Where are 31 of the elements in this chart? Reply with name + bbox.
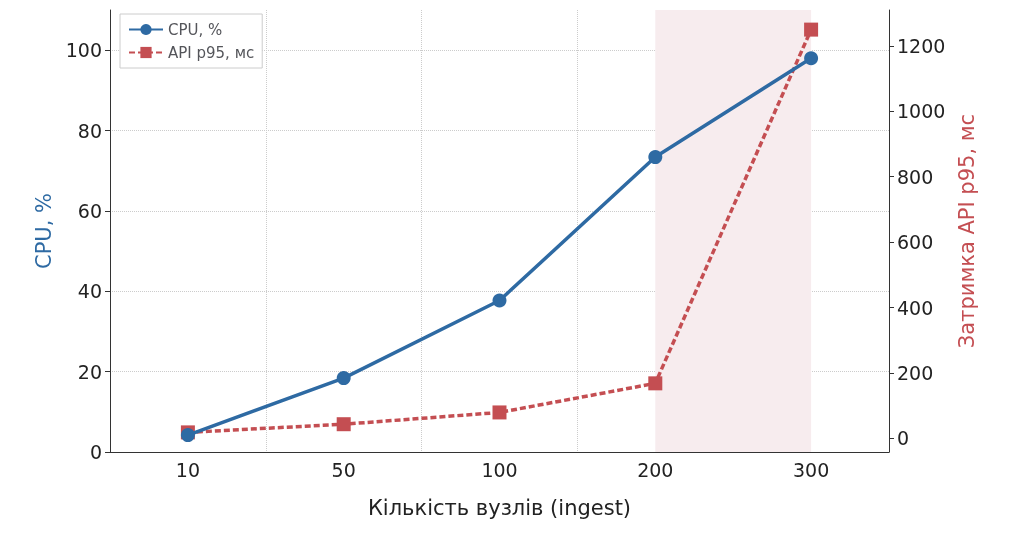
y-tick-label: 40 (77, 280, 102, 303)
point (804, 51, 819, 66)
x-tick-label: 50 (331, 458, 356, 481)
point (804, 22, 819, 37)
y2-tick-label: 1000 (897, 100, 946, 123)
y-tick-label: 0 (89, 441, 102, 463)
y2-tick-label: 600 (897, 231, 934, 254)
point (648, 376, 663, 391)
x-tick-label: 200 (637, 458, 674, 481)
y2-tick-label: 400 (897, 296, 934, 319)
legend-label: CPU, % (168, 20, 223, 39)
y-tick-label: 20 (77, 360, 102, 383)
x-tick-label: 100 (481, 458, 518, 481)
point (336, 417, 351, 432)
point (492, 405, 507, 420)
point (336, 371, 351, 386)
x-axis-title: Кількість вузлів (ingest) (367, 495, 632, 520)
x-tick-label: 300 (792, 458, 830, 481)
point (648, 150, 663, 165)
y2-tick-label: 800 (897, 165, 934, 188)
y2-tick-label: 200 (897, 361, 934, 384)
legend-label: API p95, мс (168, 43, 255, 62)
point (492, 293, 507, 308)
x-tick-label: 10 (175, 458, 200, 481)
y2-axis-title: Затримка API p95, мс (954, 113, 979, 349)
y2-tick-label: 0 (897, 427, 910, 450)
y-tick-label: 80 (77, 119, 102, 142)
y-tick-label: 60 (77, 199, 102, 222)
y-tick-label: 100 (65, 39, 102, 62)
y2-tick-label: 1200 (897, 34, 946, 57)
y-axis-title: CPU, % (32, 192, 57, 270)
